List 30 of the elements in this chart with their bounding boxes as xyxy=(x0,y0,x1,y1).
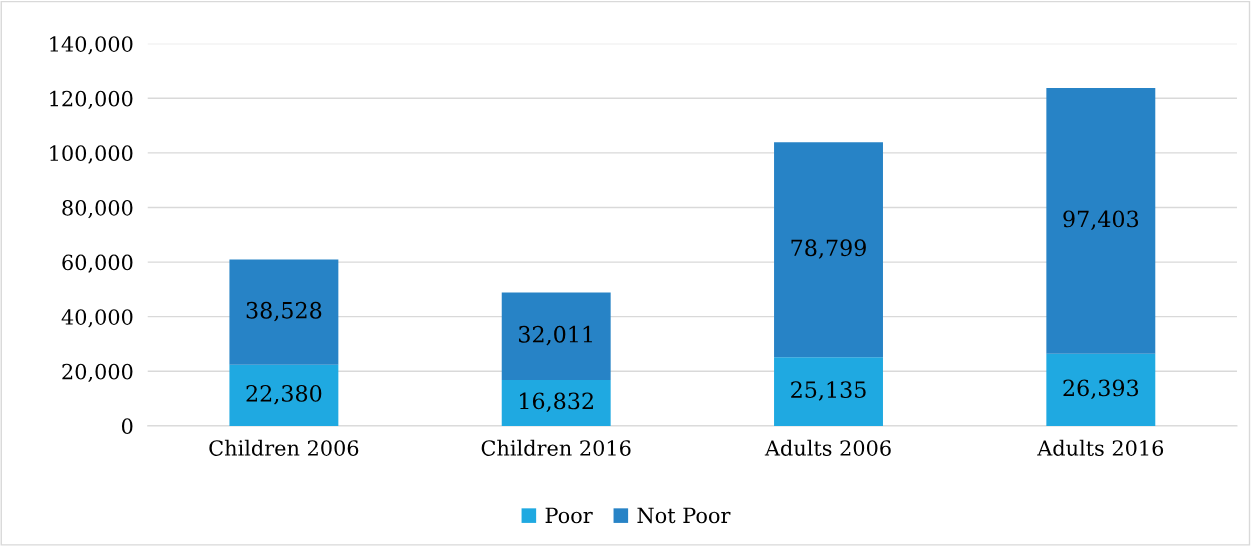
bar xyxy=(501,379,611,426)
y-tick-label: 80,000 xyxy=(62,199,133,219)
y-tick-label: 120,000 xyxy=(50,90,133,110)
bar xyxy=(774,357,883,426)
data-label: 26,393 xyxy=(1063,379,1139,400)
data-label: 22,380 xyxy=(246,384,322,405)
data-label: 32,011 xyxy=(519,325,592,346)
legend-label: Poor xyxy=(545,507,593,524)
y-tick-label: 140,000 xyxy=(50,36,133,55)
x-tick-label: Adults 2006 xyxy=(764,439,891,456)
bar xyxy=(229,364,339,426)
bar xyxy=(1046,353,1156,426)
y-tick-label: 100,000 xyxy=(50,145,133,164)
y-tick-label: 40,000 xyxy=(61,309,133,328)
legend-label: Not Poor xyxy=(637,507,731,524)
y-tick-label: 20,000 xyxy=(62,363,133,383)
data-label: 25,135 xyxy=(791,381,866,401)
x-tick-label: Adults 2016 xyxy=(1037,439,1164,456)
data-label: 97,403 xyxy=(1063,210,1139,231)
bar xyxy=(1046,87,1156,354)
x-tick-label: Children 2006 xyxy=(209,439,359,456)
y-tick-label: 60,000 xyxy=(62,254,133,273)
data-label: 38,528 xyxy=(246,301,322,322)
data-label: 16,832 xyxy=(520,392,593,413)
x-tick-label: Children 2016 xyxy=(481,439,631,456)
data-label: 78,799 xyxy=(791,239,866,259)
bar xyxy=(229,259,339,365)
bar xyxy=(501,292,611,380)
y-tick-label: 0 xyxy=(121,418,133,435)
bar xyxy=(774,142,883,358)
